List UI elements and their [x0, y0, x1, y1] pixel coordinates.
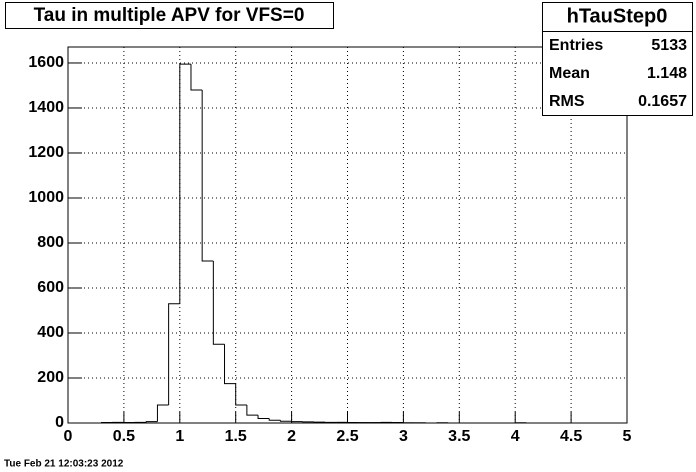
histogram-bin [268, 418, 281, 421]
y-tick-label: 0 [55, 414, 64, 431]
x-tick-label: 0 [64, 428, 73, 445]
x-tick-label: 3.5 [448, 428, 470, 445]
y-tick-label: 200 [37, 369, 64, 386]
stats-value: 1.148 [647, 65, 687, 82]
histogram-bin [257, 415, 270, 419]
stats-value: 0.1657 [638, 93, 687, 110]
y-tick-label: 1600 [28, 54, 64, 71]
histogram-bin [279, 420, 292, 422]
stats-label: RMS [549, 93, 585, 110]
stats-value: 5133 [651, 37, 687, 54]
x-tick-label: 5 [623, 428, 632, 445]
histogram-bin [179, 63, 191, 304]
y-tick-label: 1000 [28, 189, 64, 206]
y-tick-label: 600 [37, 279, 64, 296]
histogram-bin [201, 89, 214, 262]
y-tick-label: 1400 [28, 99, 64, 116]
x-tick-label: 2.5 [336, 428, 358, 445]
histogram-bin [224, 344, 236, 385]
x-tick-label: 3 [399, 428, 408, 445]
stats-label: Entries [549, 37, 603, 54]
x-tick-label: 0.5 [113, 428, 135, 445]
stats-label: Mean [549, 65, 590, 82]
x-tick-label: 1 [175, 428, 184, 445]
chart-title: Tau in multiple APV for VFS=0 [34, 5, 305, 26]
histogram-bin [246, 404, 259, 416]
histogram-bin [235, 383, 247, 406]
y-tick-label: 1200 [28, 144, 64, 161]
y-tick-label: 400 [37, 324, 64, 341]
x-tick-label: 4 [511, 428, 520, 445]
x-tick-label: 4.5 [560, 428, 582, 445]
y-tick-label: 800 [37, 234, 64, 251]
stats-title: hTauStep0 [567, 5, 668, 27]
histogram-bin [190, 64, 203, 91]
plot-border [67, 46, 628, 424]
histogram-bin [168, 303, 180, 405]
title-box [5, 2, 334, 29]
histogram-bin [145, 421, 158, 423]
stats-box [542, 2, 693, 116]
histogram-bin [212, 260, 225, 345]
x-tick-label: 1.5 [225, 428, 247, 445]
x-tick-label: 2 [287, 428, 296, 445]
timestamp: Tue Feb 21 12:03:23 2012 [4, 459, 124, 470]
histogram-bin [156, 404, 169, 422]
